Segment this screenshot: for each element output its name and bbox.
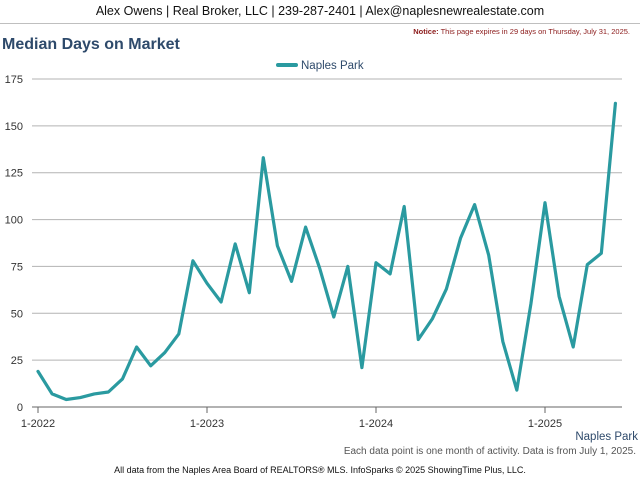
series-end-label: Naples Park [575,431,638,443]
y-tick-label: 175 [5,74,23,86]
x-tick-label: 1-2025 [528,418,562,430]
y-tick-label: 25 [11,355,23,367]
y-tick-label: 75 [11,261,23,273]
agent-contact-bar: Alex Owens | Real Broker, LLC | 239-287-… [0,0,640,24]
x-tick-label: 1-2024 [359,418,393,430]
series-line-naples-park [36,101,618,402]
expiry-notice: Notice: This page expires in 29 days on … [413,27,630,36]
y-tick-label: 125 [5,168,23,180]
chart-title: Median Days on Market [2,36,180,53]
y-tick-label: 50 [11,308,23,320]
data-credit: All data from the Naples Area Board of R… [114,465,526,475]
notice-label: Notice: [413,27,439,36]
notice-text: This page expires in 29 days on Thursday… [440,27,630,36]
x-tick-label: 1-2023 [190,418,224,430]
data-footnote: Each data point is one month of activity… [343,446,636,457]
y-tick-label: 100 [5,215,23,227]
y-tick-label: 0 [17,402,23,414]
y-tick-label: 150 [5,121,23,133]
agent-contact-text: Alex Owens | Real Broker, LLC | 239-287-… [95,4,545,18]
x-tick-label: 1-2022 [21,418,55,430]
legend-label: Naples Park [301,60,364,72]
